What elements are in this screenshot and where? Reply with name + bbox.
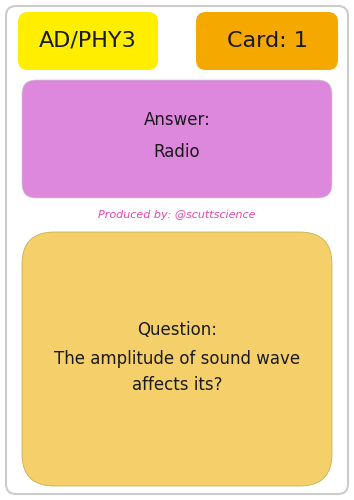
FancyBboxPatch shape xyxy=(22,80,332,198)
FancyBboxPatch shape xyxy=(18,12,158,70)
Text: Answer:: Answer: xyxy=(144,111,210,129)
Text: Produced by: @scuttscience: Produced by: @scuttscience xyxy=(98,210,256,220)
Text: Card: 1: Card: 1 xyxy=(227,31,307,51)
Text: AD/PHY3: AD/PHY3 xyxy=(39,31,137,51)
Text: Radio: Radio xyxy=(154,143,200,161)
FancyBboxPatch shape xyxy=(196,12,338,70)
Text: The amplitude of sound wave
affects its?: The amplitude of sound wave affects its? xyxy=(54,350,300,394)
Text: Question:: Question: xyxy=(137,321,217,339)
FancyBboxPatch shape xyxy=(22,232,332,486)
FancyBboxPatch shape xyxy=(6,6,348,494)
